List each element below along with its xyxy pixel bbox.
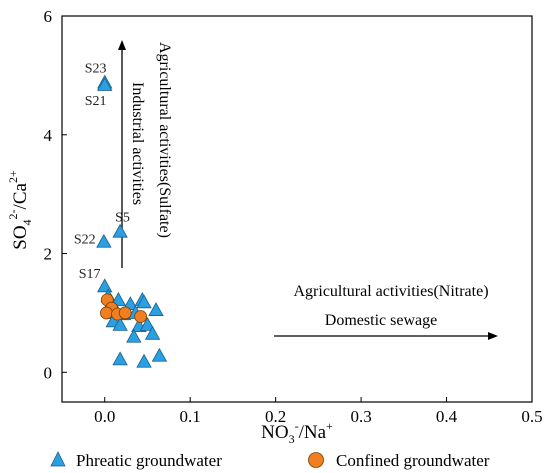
y-tick-label: 2: [44, 245, 53, 264]
x-tick-label: 0.1: [180, 407, 201, 426]
point-labels: S23 S21 S5 S22 S17: [74, 62, 130, 283]
legend-circle-marker: [308, 452, 324, 468]
point-label-s5: S5: [115, 211, 130, 226]
y-axis-title: SO42-/Ca2+: [6, 170, 34, 250]
phreatic-point: [97, 77, 113, 91]
confined-point: [118, 306, 132, 320]
phreatic-point: [136, 294, 152, 309]
point-label-s22: S22: [74, 233, 96, 248]
phreatic-point: [148, 302, 164, 316]
horizontal-arrow: [274, 332, 498, 340]
y-tick-label: 0: [44, 363, 53, 382]
legend: Phreatic groundwater Confined groundwate…: [50, 451, 490, 470]
phreatic-point: [112, 316, 128, 331]
plot-frame: [61, 15, 533, 403]
annotation-sulfate: Agricultural activities(Sulfate): [156, 42, 173, 238]
phreatic-point: [151, 347, 168, 362]
confined-point: [100, 306, 113, 320]
legend-label-confined: Confined groundwater: [336, 451, 490, 470]
x-axis: 0.0 0.1 0.2 0.3 0.4 0.5: [94, 397, 543, 426]
legend-label-phreatic: Phreatic groundwater: [76, 451, 222, 470]
phreatic-point: [144, 325, 161, 340]
phreatic-point: [136, 353, 152, 368]
phreatic-point: [112, 223, 128, 238]
phreatic-point: [96, 233, 112, 248]
legend-triangle-marker: [50, 451, 66, 467]
x-tick-label: 0.4: [436, 407, 458, 426]
x-tick-label: 0.0: [94, 407, 115, 426]
x-tick-label: 0.3: [350, 407, 371, 426]
confined-point: [134, 310, 148, 323]
annotation-nitrate: Agricultural activities(Nitrate): [293, 283, 488, 300]
point-label-s23: S23: [85, 62, 107, 77]
x-tick-label: 0.2: [265, 407, 286, 426]
annotation-industrial: Industrial activities: [129, 82, 146, 205]
annotation-domestic-sewage: Domestic sewage: [325, 312, 437, 329]
y-axis: 0 2 4 6: [44, 7, 67, 382]
phreatic-point: [126, 328, 142, 343]
y-tick-label: 4: [44, 126, 53, 145]
y-tick-label: 6: [44, 7, 53, 26]
x-axis-title: NO3-/Na+: [261, 419, 333, 446]
phreatic-point: [110, 292, 127, 306]
phreatic-point: [112, 351, 128, 366]
point-label-s21: S21: [85, 94, 107, 109]
phreatic-point: [139, 316, 156, 331]
point-label-s17: S17: [79, 267, 101, 282]
x-tick-label: 0.5: [521, 407, 542, 426]
data-points: [96, 74, 168, 368]
